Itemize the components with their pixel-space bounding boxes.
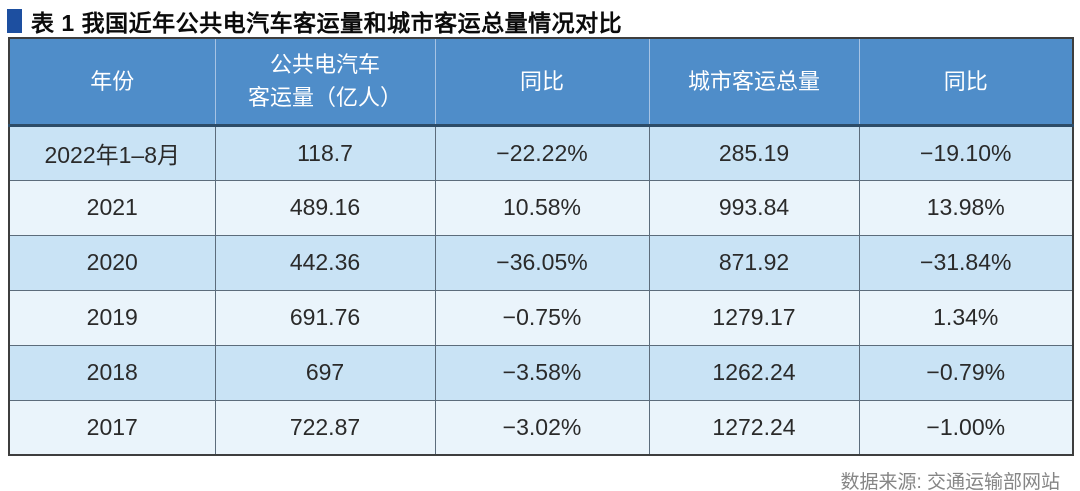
column-header-bus-volume: 公共电汽车 客运量（亿人） <box>215 38 436 127</box>
cell-city-total: 1272.24 <box>648 399 860 456</box>
cell-yoy-2: −0.79% <box>858 344 1074 401</box>
cell-city-total: 993.84 <box>648 179 860 236</box>
cell-yoy-1: −3.02% <box>434 399 650 456</box>
table-row-2021: 2021 489.16 10.58% 993.84 13.98% <box>8 179 1074 236</box>
column-header-year: 年份 <box>9 38 216 127</box>
cell-bus-volume: 697 <box>214 344 436 401</box>
cell-yoy-2: −31.84% <box>858 234 1074 291</box>
figure-title: 表 1 我国近年公共电汽车客运量和城市客运总量情况对比 <box>31 9 623 36</box>
cell-year: 2021 <box>8 179 216 236</box>
table-row-2017: 2017 722.87 −3.02% 1272.24 −1.00% <box>8 399 1074 456</box>
cell-year: 2017 <box>8 399 216 456</box>
cell-yoy-2: −1.00% <box>858 399 1074 456</box>
figure-title-row: 表 1 我国近年公共电汽车客运量和城市客运总量情况对比 <box>0 0 1080 36</box>
table-row-2018: 2018 697 −3.58% 1262.24 −0.79% <box>8 344 1074 401</box>
cell-year: 2018 <box>8 344 216 401</box>
cell-bus-volume: 722.87 <box>214 399 436 456</box>
cell-yoy-1: −0.75% <box>434 289 650 346</box>
data-source-note: 数据来源: 交通运输部网站 <box>840 472 1060 491</box>
cell-year: 2019 <box>8 289 216 346</box>
cell-city-total: 285.19 <box>648 124 860 181</box>
cell-yoy-1: −22.22% <box>434 124 650 181</box>
cell-yoy-2: 1.34% <box>858 289 1074 346</box>
table-row-2020: 2020 442.36 −36.05% 871.92 −31.84% <box>8 234 1074 291</box>
title-bullet-icon <box>7 8 22 33</box>
cell-bus-volume: 442.36 <box>214 234 436 291</box>
cell-yoy-2: 13.98% <box>858 179 1074 236</box>
table-row-2019: 2019 691.76 −0.75% 1279.17 1.34% <box>8 289 1074 346</box>
table-header-row: 年份 公共电汽车 客运量（亿人） 同比 城市客运总量 同比 <box>9 38 1074 127</box>
cell-city-total: 871.92 <box>648 234 860 291</box>
cell-year: 2020 <box>8 234 216 291</box>
column-header-city-total: 城市客运总量 <box>649 38 860 127</box>
cell-yoy-2: −19.10% <box>858 124 1074 181</box>
data-table: 年份 公共电汽车 客运量（亿人） 同比 城市客运总量 同比 2022年1–8月 … <box>8 37 1074 456</box>
cell-year: 2022年1–8月 <box>8 124 216 181</box>
cell-yoy-1: 10.58% <box>434 179 650 236</box>
cell-bus-volume: 691.76 <box>214 289 436 346</box>
cell-bus-volume: 489.16 <box>214 179 436 236</box>
cell-bus-volume: 118.7 <box>214 124 436 181</box>
cell-yoy-1: −3.58% <box>434 344 650 401</box>
cell-yoy-1: −36.05% <box>434 234 650 291</box>
table-row-2022: 2022年1–8月 118.7 −22.22% 285.19 −19.10% <box>8 124 1074 181</box>
column-header-yoy-1: 同比 <box>435 38 650 127</box>
cell-city-total: 1262.24 <box>648 344 860 401</box>
cell-city-total: 1279.17 <box>648 289 860 346</box>
column-header-yoy-2: 同比 <box>859 38 1074 127</box>
